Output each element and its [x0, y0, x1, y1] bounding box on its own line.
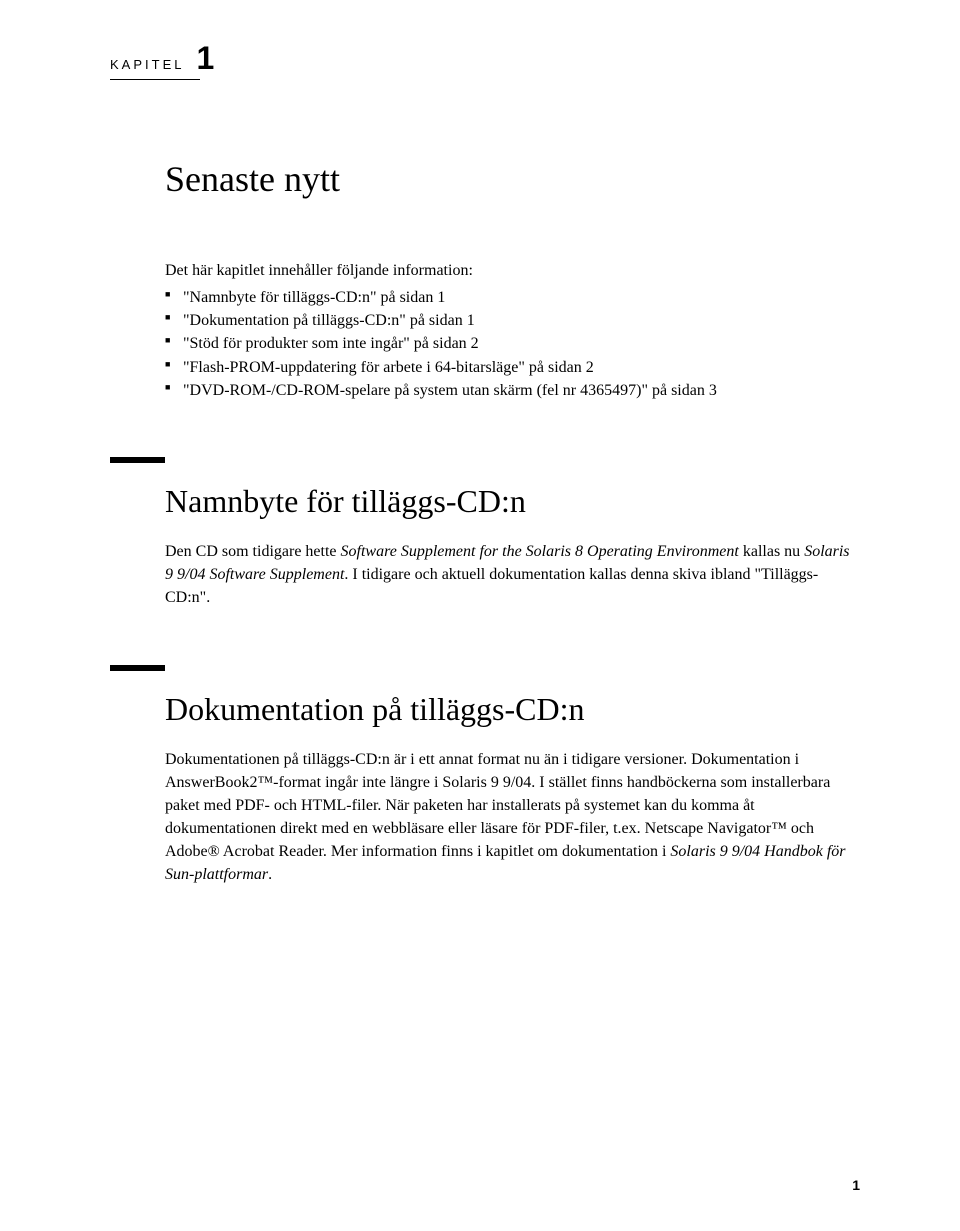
italic-text: Software Supplement for the Solaris 8 Op…	[341, 543, 739, 560]
bullet-list: "Namnbyte för tilläggs-CD:n" på sidan 1 …	[165, 286, 860, 402]
intro-text: Det här kapitlet innehåller följande inf…	[165, 262, 860, 280]
text-run: Den CD som tidigare hette	[165, 543, 341, 560]
list-item: "Dokumentation på tilläggs-CD:n" på sida…	[165, 309, 860, 332]
section-marker	[110, 457, 165, 463]
list-item: "Namnbyte för tilläggs-CD:n" på sidan 1	[165, 286, 860, 309]
chapter-number: 1	[196, 40, 214, 77]
section-namnbyte: Namnbyte för tilläggs-CD:n Den CD som ti…	[110, 457, 860, 610]
chapter-label: KAPITEL	[110, 57, 184, 72]
chapter-header: KAPITEL 1	[110, 40, 200, 80]
intro-block: Det här kapitlet innehåller följande inf…	[165, 262, 860, 402]
chapter-title: Senaste nytt	[165, 158, 860, 200]
text-run: kallas nu	[739, 543, 804, 560]
page-number: 1	[852, 1177, 860, 1193]
list-item: "DVD-ROM-/CD-ROM-spelare på system utan …	[165, 379, 860, 402]
list-item: "Flash-PROM-uppdatering för arbete i 64-…	[165, 356, 860, 379]
section-title: Namnbyte för tilläggs-CD:n	[165, 483, 860, 520]
section-body: Den CD som tidigare hette Software Suppl…	[165, 540, 860, 610]
section-marker	[110, 665, 165, 671]
section-body: Dokumentationen på tilläggs-CD:n är i et…	[165, 748, 860, 887]
section-dokumentation: Dokumentation på tilläggs-CD:n Dokumenta…	[110, 665, 860, 887]
list-item: "Stöd för produkter som inte ingår" på s…	[165, 332, 860, 355]
section-title: Dokumentation på tilläggs-CD:n	[165, 691, 860, 728]
text-run: .	[268, 866, 272, 883]
